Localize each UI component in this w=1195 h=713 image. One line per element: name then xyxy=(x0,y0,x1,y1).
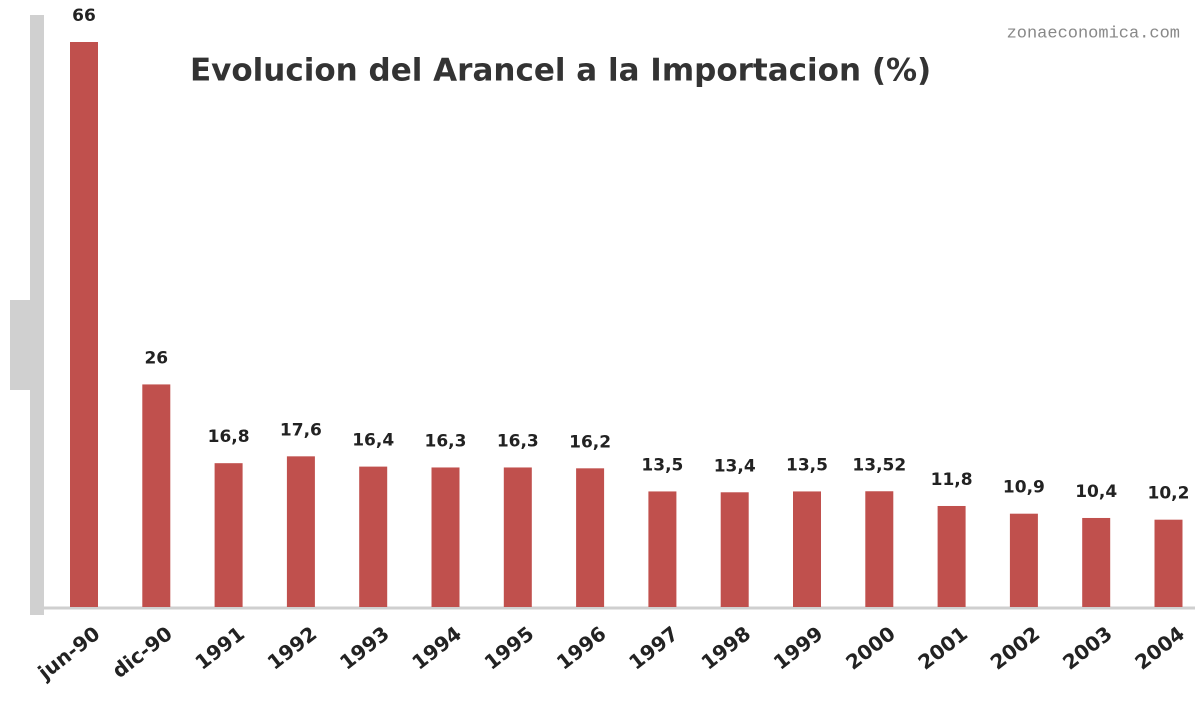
value-label: 16,8 xyxy=(208,427,250,447)
watermark: zonaeconomica.com xyxy=(1007,24,1180,43)
x-tick-label: 1999 xyxy=(769,621,828,674)
value-label: 17,6 xyxy=(280,420,322,440)
x-tick-label: jun-90 xyxy=(33,621,105,685)
bar xyxy=(1009,513,1038,607)
value-label: 13,4 xyxy=(714,456,756,476)
bar xyxy=(648,491,677,607)
value-label: 10,2 xyxy=(1148,484,1190,504)
value-label: 10,9 xyxy=(1003,478,1045,498)
bar xyxy=(793,491,821,607)
x-tick-label: 2004 xyxy=(1130,621,1189,674)
bar xyxy=(865,491,894,607)
bar xyxy=(286,456,315,607)
value-label: 16,4 xyxy=(352,431,394,451)
x-tick-label: 1996 xyxy=(552,621,611,674)
x-tick-label: 1994 xyxy=(407,621,466,674)
x-tick-label: dic-90 xyxy=(107,621,176,682)
x-tick-label: 1992 xyxy=(263,621,322,674)
x-tick-label: 1993 xyxy=(335,621,394,674)
bar xyxy=(70,42,98,607)
bar xyxy=(1154,519,1183,607)
bar xyxy=(937,505,966,607)
value-label: 10,4 xyxy=(1075,482,1117,502)
value-label: 11,8 xyxy=(931,470,973,490)
chart-title: Evolucion del Arancel a la Importacion (… xyxy=(190,53,931,89)
x-tick-label: 1997 xyxy=(624,621,683,674)
value-label: 13,5 xyxy=(786,455,828,475)
bar xyxy=(359,466,388,607)
bar xyxy=(720,492,749,607)
value-label: 13,52 xyxy=(852,455,906,475)
x-tick-label: 2002 xyxy=(986,621,1045,674)
value-label: 66 xyxy=(72,6,96,26)
x-tick-label: 2003 xyxy=(1058,621,1117,674)
bar xyxy=(576,468,605,607)
x-tick-label: 2001 xyxy=(913,621,972,674)
bar xyxy=(214,463,243,607)
value-label: 16,3 xyxy=(425,431,467,451)
value-label: 13,5 xyxy=(641,455,683,475)
decor-strip xyxy=(10,300,32,390)
value-label: 16,3 xyxy=(497,431,539,451)
decor-strip xyxy=(30,15,44,615)
bar xyxy=(1082,517,1111,607)
bar xyxy=(431,467,460,607)
value-label: 26 xyxy=(144,348,168,368)
x-tick-label: 1995 xyxy=(480,621,539,674)
bar xyxy=(503,467,532,607)
value-label: 16,2 xyxy=(569,432,611,452)
x-tick-label: 1991 xyxy=(190,621,249,674)
x-tick-label: 2000 xyxy=(841,621,900,674)
x-tick-label: 1998 xyxy=(697,621,756,674)
bar xyxy=(142,384,171,607)
